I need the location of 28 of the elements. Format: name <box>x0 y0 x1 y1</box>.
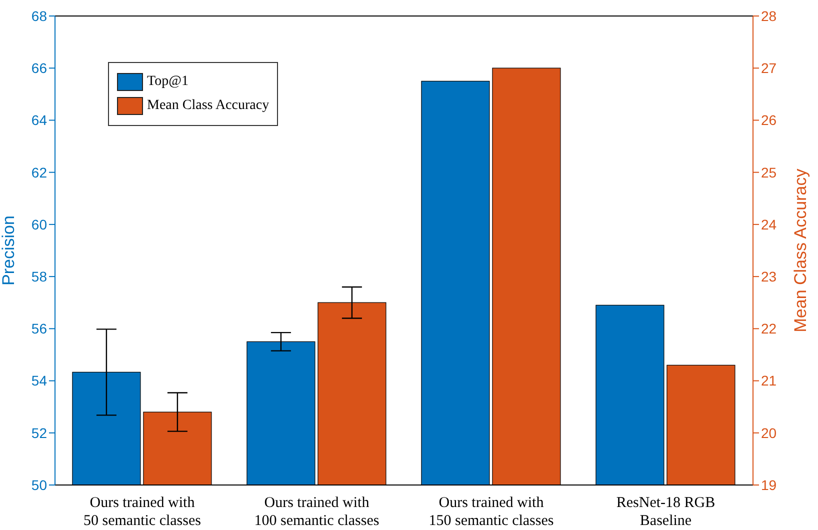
y-tick-label: 64 <box>31 112 48 128</box>
x-tick-label: Ours trained with 150 semantic classes <box>428 495 554 529</box>
y-axis-title: Precision <box>0 216 18 286</box>
y2-tick-label: 21 <box>761 372 777 389</box>
legend-label: Mean Class Accuracy <box>147 98 270 114</box>
legend-label: Top@1 <box>147 74 188 90</box>
y-tick-label: 66 <box>31 60 48 76</box>
y2-tick-label: 28 <box>761 8 777 24</box>
y2-tick-label: 25 <box>761 164 777 180</box>
y-tick-label: 52 <box>31 424 48 441</box>
y2-tick-label: 19 <box>761 476 777 493</box>
y-tick-label: 60 <box>31 216 48 232</box>
y-tick-label: 50 <box>31 476 48 493</box>
x-tick-label: Ours trained with 50 semantic classes <box>84 495 202 529</box>
x-tick-label: ResNet-18 RGB Baseline <box>616 495 716 529</box>
y2-axis-title: Mean Class Accuracy <box>791 168 810 332</box>
x-tick-label: Ours trained with 100 semantic classes <box>254 495 380 529</box>
y-tick-label: 62 <box>31 164 48 180</box>
y2-tick-label: 23 <box>761 268 777 285</box>
y-tick-label: 68 <box>31 8 48 24</box>
y-tick-label: 54 <box>31 372 48 389</box>
y2-tick-label: 20 <box>761 424 777 441</box>
y-tick-label: 56 <box>31 320 48 337</box>
y2-tick-label: 22 <box>761 320 777 337</box>
y2-tick-label: 27 <box>761 60 777 76</box>
y2-tick-label: 26 <box>761 112 777 128</box>
y-tick-label: 58 <box>31 268 48 285</box>
y2-tick-label: 24 <box>761 216 777 232</box>
